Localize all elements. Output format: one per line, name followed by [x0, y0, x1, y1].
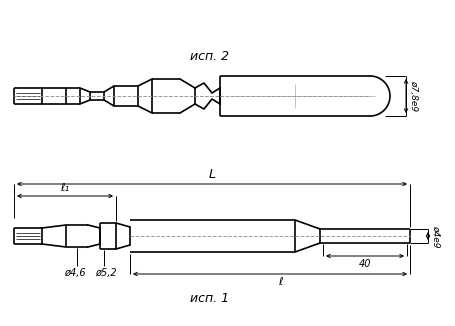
- Text: L: L: [208, 168, 215, 181]
- Text: ø5,2: ø5,2: [95, 268, 116, 278]
- Text: исп. 1: исп. 1: [190, 292, 229, 305]
- Text: ø7,8e9: ø7,8e9: [408, 81, 417, 111]
- Text: ø4,6: ø4,6: [64, 268, 86, 278]
- Text: исп. 2: исп. 2: [190, 50, 229, 63]
- Text: ℓ₁: ℓ₁: [61, 183, 70, 193]
- Text: 40: 40: [358, 259, 370, 269]
- Text: ℓ: ℓ: [277, 277, 282, 287]
- Text: ø4e9: ø4e9: [430, 225, 439, 247]
